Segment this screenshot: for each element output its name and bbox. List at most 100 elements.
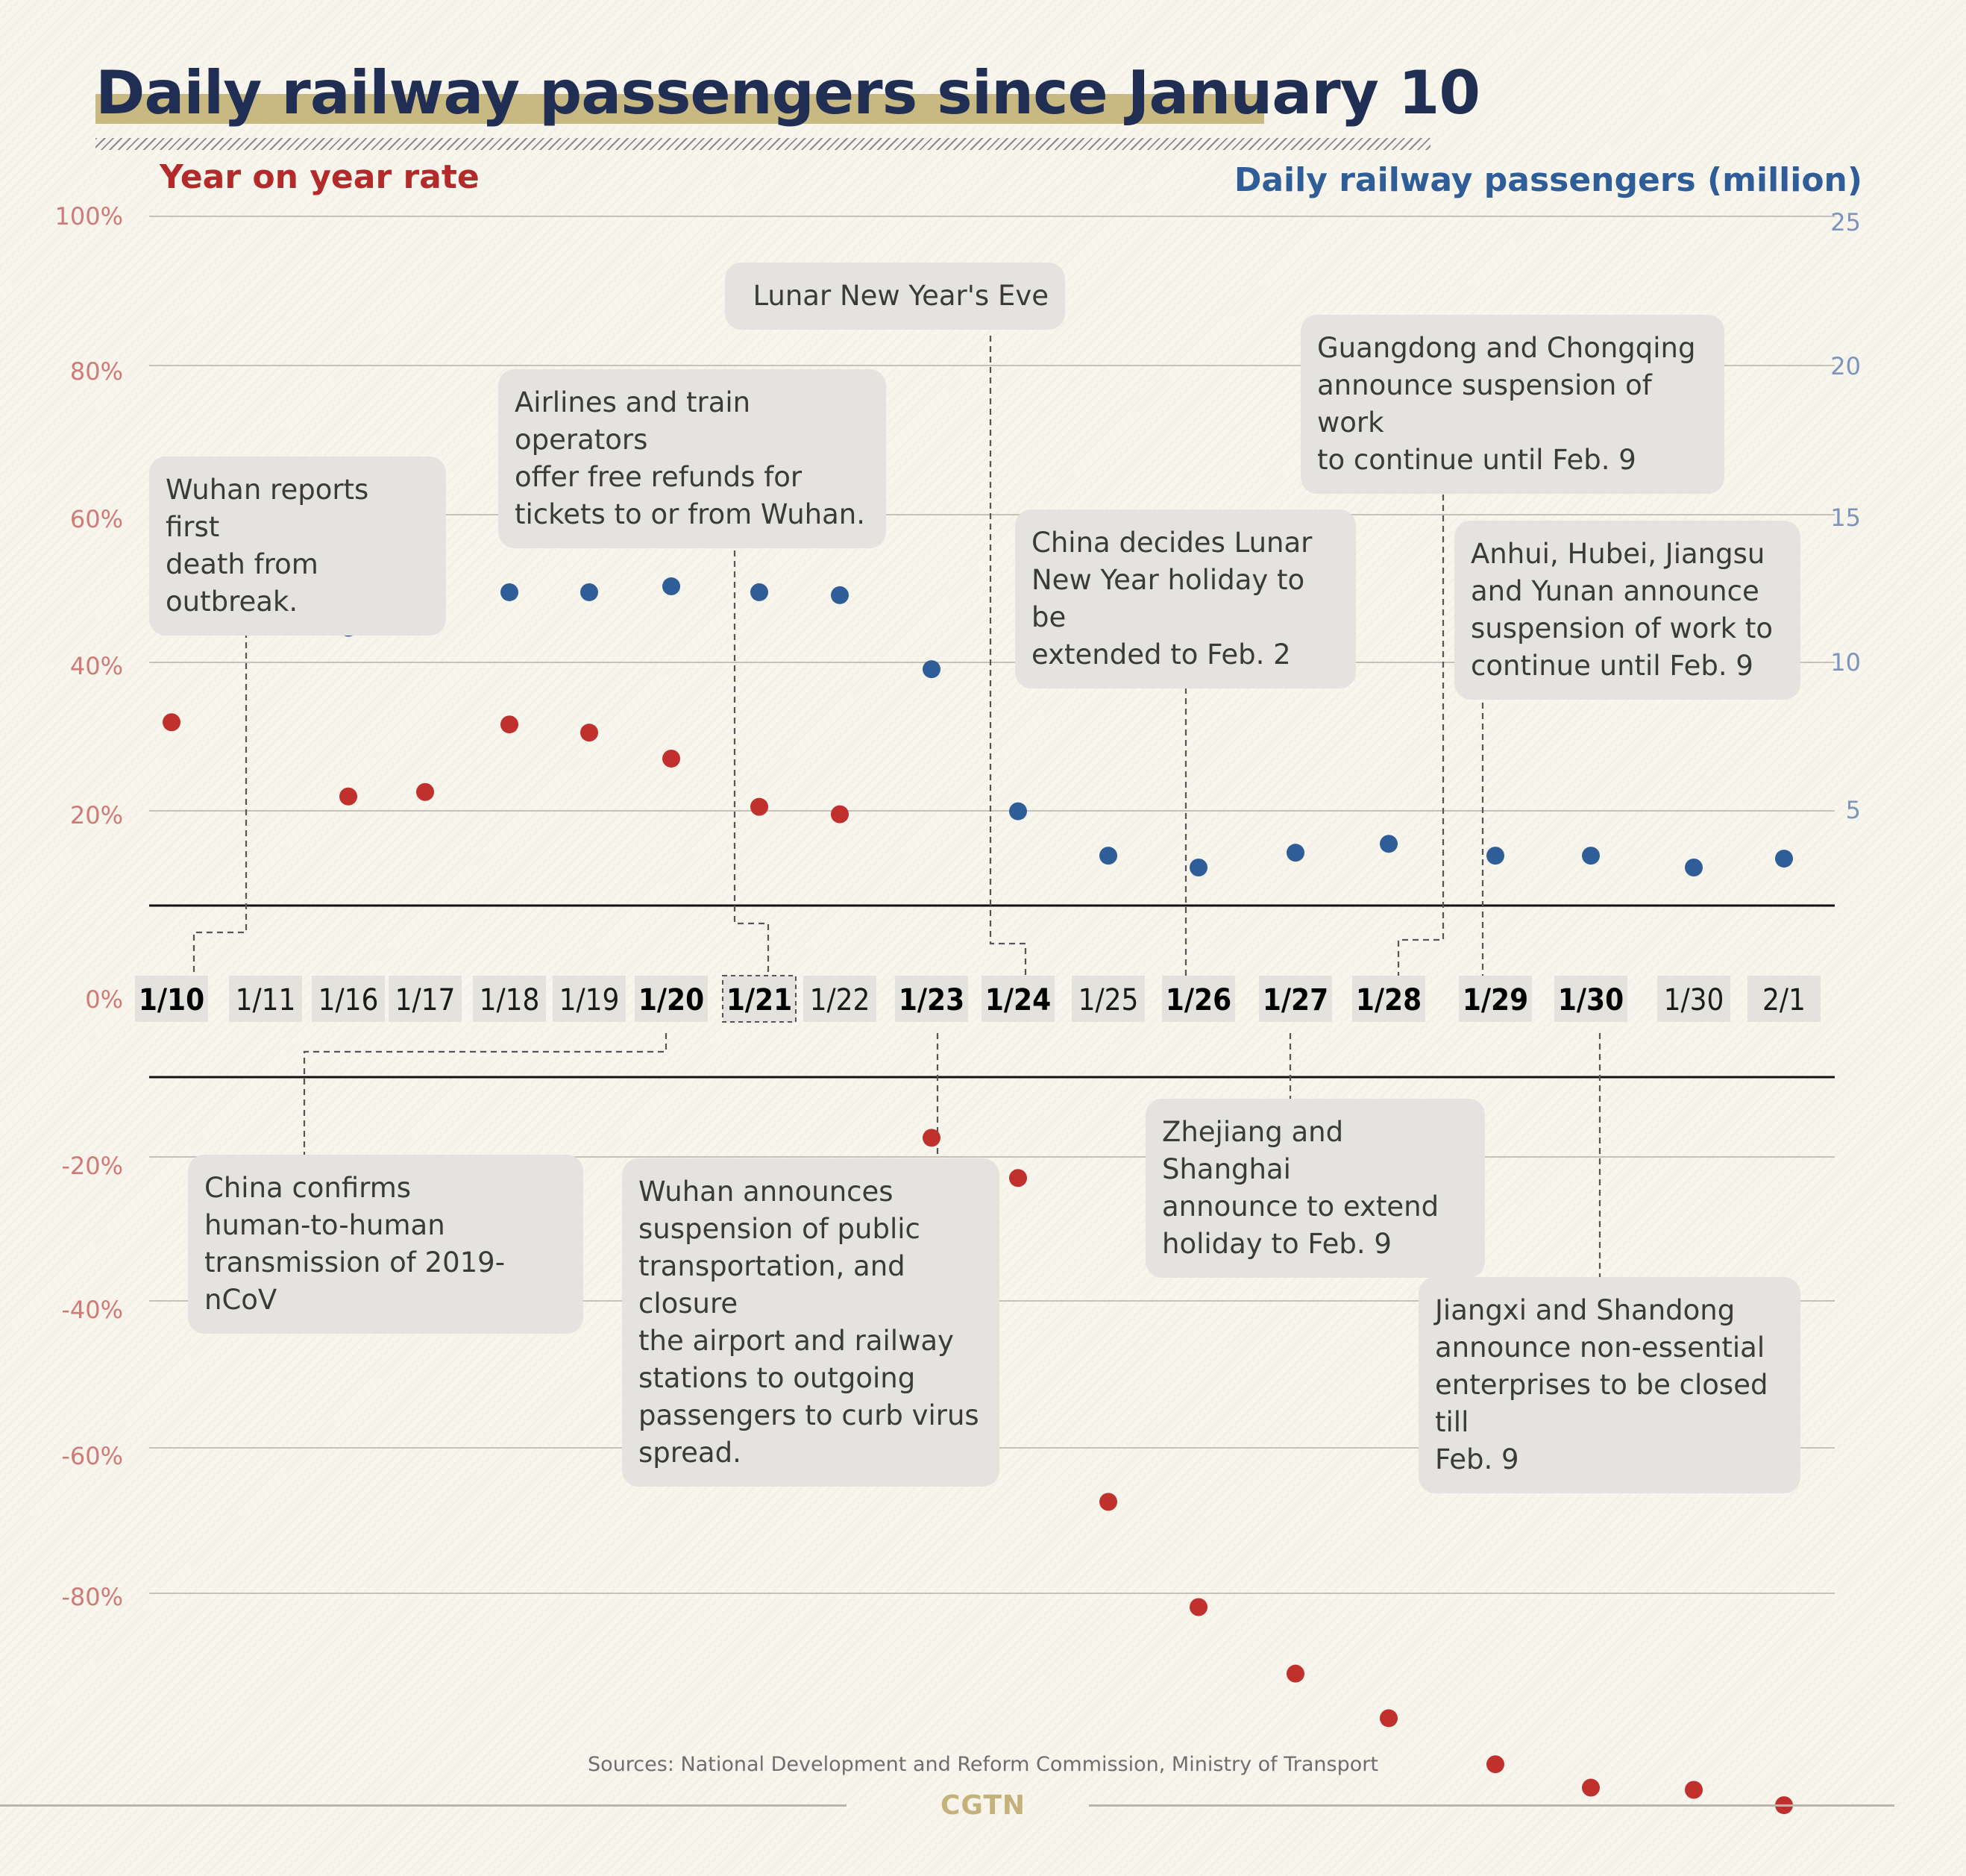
x-axis-tick-label: 1/29: [1463, 983, 1528, 1017]
x-label-box: [1072, 976, 1145, 1022]
rate-point: [1582, 1778, 1600, 1797]
x-label-box: [1554, 976, 1627, 1022]
leader-line: [733, 477, 770, 977]
x-label-box: [1259, 976, 1332, 1022]
x-label-box: [982, 976, 1055, 1022]
rate-point: [1287, 1664, 1304, 1683]
left-axis-title: Year on year rate: [160, 158, 480, 196]
passenger-point: [1099, 847, 1117, 865]
rate-point: [339, 787, 357, 806]
note-human-transmission: China confirms human-to-human transmissi…: [188, 1155, 583, 1334]
x-axis-tick-label: 1/16: [318, 983, 379, 1017]
rate-point: [580, 724, 598, 742]
rate-point: [831, 805, 849, 824]
rate-point: [1190, 1598, 1207, 1616]
x-label-box: [1352, 976, 1425, 1022]
x-axis-tick-label: 1/30: [1664, 983, 1724, 1017]
x-axis-tick-label: 1/20: [638, 983, 704, 1017]
x-label-box: [1747, 976, 1821, 1022]
rate-point: [1009, 1169, 1027, 1188]
x-label-box: [473, 976, 546, 1022]
right-axis-tick-label: 10: [1830, 648, 1861, 677]
title-hatch-divider: [95, 138, 1430, 150]
annotation-leader-lines: [192, 336, 1601, 1277]
passenger-point: [662, 577, 680, 596]
x-label-box: [1162, 976, 1235, 1022]
rate-series-points: [163, 713, 1793, 1815]
x-axis-tick-label: 1/23: [899, 983, 964, 1017]
right-axis-tick-label: 25: [1830, 208, 1861, 236]
note-holiday-extended: China decides Lunar New Year holiday to …: [1015, 509, 1356, 688]
x-label-box: [635, 976, 708, 1022]
x-label-box: [803, 976, 876, 1022]
passenger-point: [750, 583, 768, 601]
right-axis-tick-label: 5: [1846, 796, 1861, 824]
x-label-box: [1657, 976, 1730, 1022]
x-axis-tick-label: 1/17: [395, 983, 456, 1017]
passenger-point: [1582, 847, 1600, 865]
left-axis-tick-label: -80%: [61, 1583, 123, 1611]
title-highlight-bar: [95, 94, 1264, 124]
cgtn-logo: CGTN: [940, 1790, 1026, 1821]
note-free-refunds: Airlines and train operators offer free …: [498, 369, 886, 548]
passenger-point: [580, 583, 598, 601]
x-axis-tick-label: 1/18: [480, 983, 540, 1017]
x-label-box: [553, 976, 626, 1022]
rate-point: [1685, 1781, 1703, 1799]
note-zhejiang-shanghai: Zhejiang and Shanghai announce to extend…: [1146, 1099, 1485, 1278]
right-axis-tick-label: 15: [1830, 503, 1861, 532]
x-label-box: [312, 976, 385, 1022]
right-axis-title: Daily railway passengers (million): [1234, 161, 1862, 199]
left-axis-tick-label: 0%: [85, 985, 123, 1014]
x-axis-tick-label: 1/27: [1263, 983, 1328, 1017]
left-axis-tick-label: 80%: [70, 357, 123, 386]
left-axis-tick-label: 100%: [55, 202, 123, 230]
x-axis-tick-label: 1/21: [726, 983, 792, 1017]
x-axis-tick-label: 1/22: [810, 983, 870, 1017]
x-axis-tick-label: 1/19: [559, 983, 620, 1017]
passenger-point: [500, 583, 518, 601]
left-axis-tick-label: 20%: [70, 801, 123, 829]
left-axis-ticks: 100% 80% 60% 40% 20% 0% -20% -40% -60% -80%: [55, 202, 123, 1611]
x-label-box: [389, 976, 462, 1022]
left-axis-tick-label: 40%: [70, 652, 123, 680]
x-label-box: [895, 976, 968, 1022]
rate-point: [1099, 1493, 1117, 1511]
x-axis-tick-label: 1/10: [139, 983, 204, 1017]
left-axis-tick-label: -40%: [61, 1296, 123, 1324]
note-lunar-new-years-eve: Lunar New Year's Eve: [725, 263, 1065, 330]
x-axis-tick-label: 1/30: [1558, 983, 1624, 1017]
left-axis-tick-label: 60%: [70, 505, 123, 533]
right-axis-tick-label: 20: [1830, 352, 1861, 380]
rate-point: [500, 715, 518, 734]
passenger-point: [1486, 847, 1504, 865]
leader-line: [989, 336, 1027, 977]
footer-divider-right: [1089, 1804, 1894, 1807]
x-label-box: [135, 976, 208, 1022]
passenger-point: [1009, 802, 1027, 821]
rate-point: [1486, 1755, 1504, 1774]
note-wuhan-transport-suspension: Wuhan announces suspension of public tra…: [622, 1158, 999, 1487]
passenger-point: [831, 586, 849, 604]
passenger-point: [1287, 844, 1304, 862]
leader-line: [192, 548, 248, 977]
rate-point: [750, 797, 768, 816]
chart-title: Daily railway passengers since January 1…: [95, 58, 1480, 128]
rate-point: [163, 713, 180, 732]
x-axis-tick-label: 1/28: [1356, 983, 1422, 1017]
x-label-box: [229, 976, 302, 1022]
x-axis-tick-label: 1/24: [985, 983, 1051, 1017]
passenger-point: [1775, 850, 1793, 868]
leader-line: [1397, 421, 1445, 977]
rate-point: [416, 782, 434, 801]
x-label-box: [1459, 976, 1532, 1022]
right-axis-ticks: 25 20 15 10 5: [1830, 208, 1861, 824]
passenger-point: [1685, 858, 1703, 876]
left-axis-tick-label: -60%: [61, 1442, 123, 1470]
left-axis-tick-label: -20%: [61, 1152, 123, 1180]
x-axis-tick-label: 1/25: [1078, 983, 1139, 1017]
footer-divider-left: [0, 1804, 847, 1807]
rate-point: [1380, 1709, 1398, 1728]
note-anhui-hubei-jiangsu-yunan: Anhui, Hubei, Jiangsu and Yunan announce…: [1454, 521, 1800, 700]
